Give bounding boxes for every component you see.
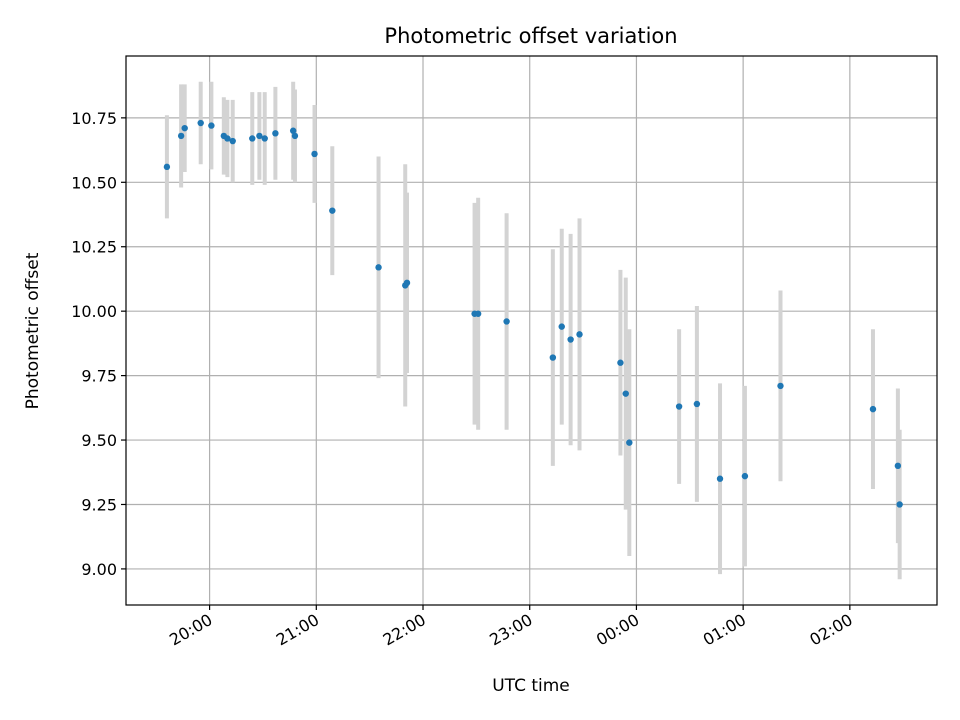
data-point bbox=[777, 382, 784, 390]
y-tick-label: 10.50 bbox=[71, 173, 117, 192]
data-point bbox=[403, 279, 411, 287]
data-point bbox=[576, 331, 583, 338]
y-tick-label: 10.00 bbox=[71, 302, 117, 321]
chart-title: Photometric offset variation bbox=[384, 24, 677, 48]
y-tick-label: 9.75 bbox=[81, 367, 117, 386]
data-point bbox=[549, 354, 557, 361]
y-tick-label: 9.50 bbox=[81, 431, 117, 450]
data-point bbox=[261, 135, 268, 142]
grid bbox=[126, 56, 937, 605]
data-point bbox=[208, 122, 215, 129]
data-point bbox=[197, 119, 204, 127]
data-point bbox=[375, 264, 382, 271]
y-tick-label: 10.25 bbox=[71, 238, 117, 257]
y-tick-label: 9.25 bbox=[81, 495, 117, 514]
data-point bbox=[177, 132, 185, 140]
data-point bbox=[503, 318, 510, 325]
data-point bbox=[229, 137, 236, 145]
data-point bbox=[567, 336, 574, 343]
data-point bbox=[869, 405, 877, 413]
x-axis-title: UTC time bbox=[492, 676, 570, 696]
data-point bbox=[896, 501, 903, 508]
data-point bbox=[474, 310, 482, 317]
data-point bbox=[224, 135, 231, 142]
data-point bbox=[622, 390, 629, 397]
data-point bbox=[163, 163, 171, 171]
data-point bbox=[291, 132, 299, 140]
data-point bbox=[894, 462, 902, 470]
data-points bbox=[163, 119, 903, 508]
data-point bbox=[289, 127, 297, 134]
data-point bbox=[693, 400, 701, 408]
data-point bbox=[741, 472, 749, 480]
data-point bbox=[256, 132, 263, 140]
data-point bbox=[311, 150, 318, 158]
data-point bbox=[558, 323, 565, 330]
data-point bbox=[675, 403, 683, 410]
y-tick-label: 10.75 bbox=[71, 109, 117, 128]
data-point bbox=[626, 439, 633, 446]
data-point bbox=[181, 124, 188, 132]
y-tick-label: 9.00 bbox=[81, 560, 117, 579]
data-point bbox=[272, 130, 279, 137]
data-point bbox=[329, 207, 336, 214]
data-point bbox=[617, 359, 624, 366]
y-axis-title: Photometric offset bbox=[23, 252, 43, 409]
data-point bbox=[249, 135, 256, 142]
data-point bbox=[716, 475, 724, 482]
y-axis: 9.00 9.25 9.50 9.75 10.00 10.25 10.50 10.75 bbox=[71, 109, 126, 579]
plot-frame bbox=[125, 55, 938, 606]
